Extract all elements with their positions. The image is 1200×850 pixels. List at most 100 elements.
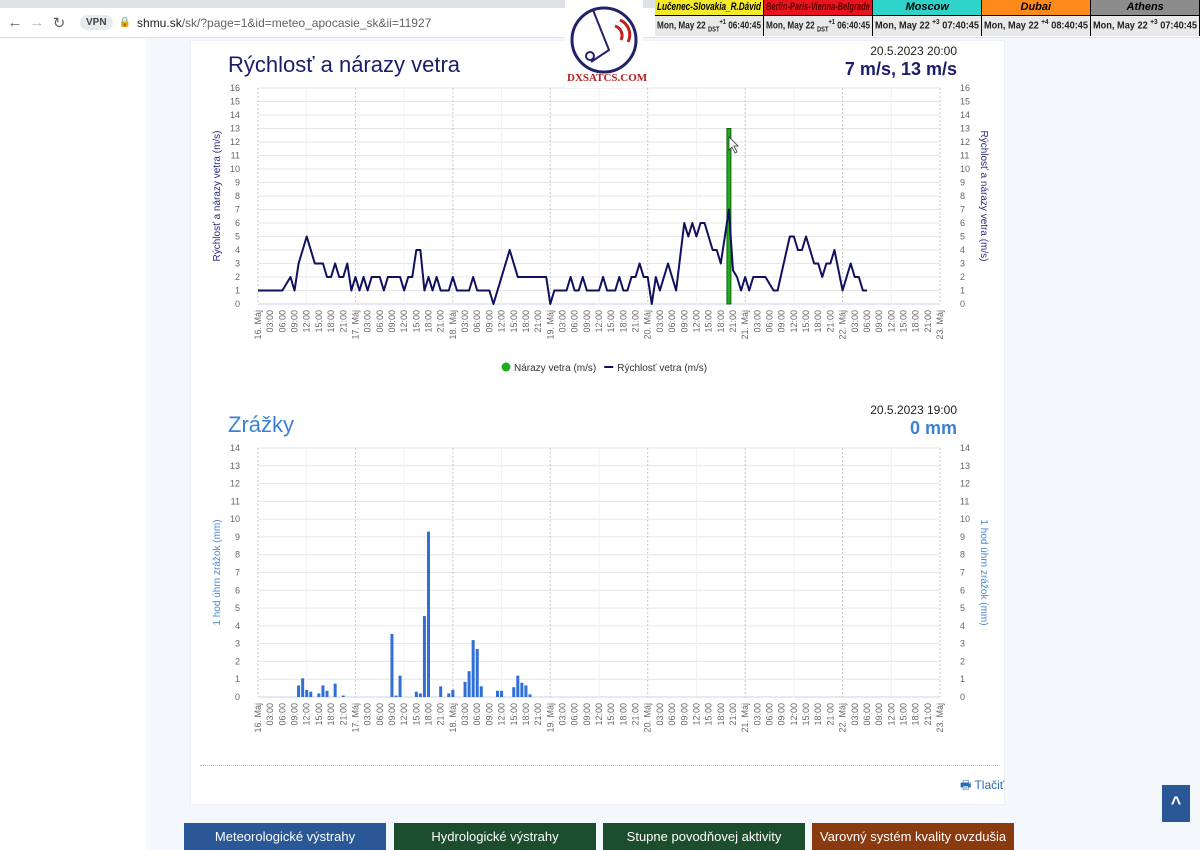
- precip-bar: [414, 691, 418, 697]
- wind-timestamp: 20.5.2023 20:00: [870, 44, 957, 58]
- x-tick-label: 15:00: [898, 703, 908, 726]
- y-tick-label-left: 9: [235, 178, 240, 188]
- logo-emblem-icon: [570, 6, 638, 74]
- y-tick-label-left: 3: [235, 639, 240, 649]
- clock-zone-name: Moscow: [905, 1, 949, 13]
- x-tick-label: 15:00: [704, 310, 714, 333]
- x-tick-label: 21:00: [533, 310, 543, 333]
- x-tick-label: 15:00: [898, 310, 908, 333]
- precip-bar: [496, 690, 500, 697]
- x-tick-label: 17. Máj: [350, 310, 360, 340]
- vpn-badge[interactable]: VPN: [80, 15, 113, 30]
- x-tick-label: 09:00: [582, 703, 592, 726]
- x-tick-label: 06:00: [667, 310, 677, 333]
- y-tick-label-left: 14: [230, 110, 240, 120]
- x-tick-label: 20. Máj: [643, 703, 653, 733]
- precip-bar: [325, 690, 329, 697]
- lock-icon[interactable]: 🔒: [118, 17, 132, 28]
- clock-zone-time: Mon, May 22 DST+1 06:40:45: [764, 16, 872, 36]
- x-tick-label: 15:00: [704, 703, 714, 726]
- x-tick-label: 16. Máj: [253, 310, 263, 340]
- x-tick-label: 18:00: [716, 310, 726, 333]
- x-tick-label: 06:00: [375, 310, 385, 333]
- hydro-warnings-button[interactable]: Hydrologické výstrahy: [394, 823, 596, 850]
- x-tick-label: 09:00: [874, 703, 884, 726]
- x-tick-label: 21:00: [728, 703, 738, 726]
- reload-icon[interactable]: ↻: [52, 14, 66, 32]
- x-tick-label: 16. Máj: [253, 703, 263, 733]
- print-link[interactable]: 🖶 Tlačiť: [960, 776, 1004, 797]
- y-tick-label-left: 0: [235, 692, 240, 702]
- precip-timestamp: 20.5.2023 19:00: [870, 403, 957, 417]
- y-tick-label-left: 15: [230, 97, 240, 107]
- content-card: [190, 40, 1005, 805]
- x-tick-label: 21:00: [631, 310, 641, 333]
- clock-dst: DST: [707, 26, 720, 34]
- logo-text: DXSATCS.COM: [567, 72, 648, 84]
- precip-bar: [305, 689, 309, 697]
- meteo-warnings-button[interactable]: Meteorologické výstrahy: [184, 823, 386, 850]
- y-tick-label-right: 11: [960, 151, 969, 161]
- x-tick-label: 06:00: [472, 703, 482, 726]
- y-tick-label-right: 13: [960, 124, 970, 134]
- x-tick-label: 03:00: [557, 703, 567, 726]
- flood-levels-button[interactable]: Stupne povodňovej aktivity: [603, 823, 805, 850]
- x-tick-label: 12:00: [594, 310, 604, 333]
- clock-offset: +1: [719, 18, 726, 26]
- y-tick-label-left: 4: [235, 621, 240, 631]
- back-icon[interactable]: ←: [7, 14, 23, 31]
- y-tick-label-right: 10: [960, 514, 970, 524]
- clock-zone-line: Mon, May 22 DST+1 06:40:45: [766, 19, 870, 33]
- precip-bar: [422, 616, 426, 697]
- air-quality-button[interactable]: Varovný systém kvality ovzdušia: [812, 823, 1014, 850]
- x-tick-label: 15:00: [509, 310, 519, 333]
- x-tick-label: 03:00: [850, 703, 860, 726]
- x-tick-label: 12:00: [691, 310, 701, 333]
- clock-zone-header: Lučenec-Slovakia_R.Dávid: [655, 0, 763, 15]
- x-tick-label: 18:00: [618, 703, 628, 726]
- x-tick-label: 03:00: [752, 310, 762, 333]
- y-tick-label-left: 6: [235, 585, 240, 595]
- x-tick-label: 09:00: [582, 310, 592, 333]
- y-tick-label-right: 14: [960, 110, 970, 120]
- x-tick-label: 15:00: [509, 703, 519, 726]
- y-tick-label-right: 4: [960, 621, 965, 631]
- clock-zone-time: Mon, May 22 DST+1 06:40:45: [655, 16, 763, 36]
- url-host: shmu.sk: [137, 15, 182, 30]
- y-tick-label-left: 1: [235, 286, 240, 296]
- x-tick-label: 09:00: [679, 703, 689, 726]
- y-tick-label-right: 12: [960, 479, 970, 489]
- precip-bar: [471, 640, 475, 697]
- precip-bar: [394, 695, 398, 697]
- clock-time: 07:40:45: [1160, 20, 1198, 32]
- printer-icon: 🖶: [960, 778, 972, 792]
- x-tick-label: 18:00: [521, 703, 531, 726]
- y-tick-label-right: 0: [960, 692, 965, 702]
- x-tick-label: 06:00: [277, 310, 287, 333]
- forward-icon[interactable]: →: [29, 14, 45, 31]
- y-tick-label-right: 6: [960, 585, 965, 595]
- x-tick-label: 19. Máj: [545, 310, 555, 340]
- y-tick-label-left: 12: [230, 479, 240, 489]
- x-tick-label: 18. Máj: [448, 310, 458, 340]
- x-tick-label: 12:00: [302, 703, 312, 726]
- y-tick-label-right: 10: [960, 164, 970, 174]
- scroll-to-top-button[interactable]: ^: [1162, 785, 1190, 822]
- clock-time: 08:40:45: [1051, 20, 1089, 32]
- y-tick-label-left: 7: [235, 568, 240, 578]
- y-tick-label-left: 1: [235, 674, 240, 684]
- clock-offset: +3: [932, 18, 940, 26]
- x-tick-label: 09:00: [484, 703, 494, 726]
- x-tick-label: 09:00: [777, 310, 787, 333]
- precip-bar: [390, 633, 394, 697]
- url-path: /sk/?page=1&id=meteo_apocasie_sk&ii=1192…: [181, 15, 432, 30]
- address-bar[interactable]: shmu.sk/sk/?page=1&id=meteo_apocasie_sk&…: [137, 16, 431, 30]
- clock-offset: +1: [828, 18, 835, 26]
- y-tick-label-right: 11: [960, 496, 969, 506]
- x-tick-label: 18. Máj: [448, 703, 458, 733]
- x-tick-label: 21:00: [728, 310, 738, 333]
- x-tick-label: 09:00: [290, 703, 300, 726]
- y-tick-label-right: 5: [960, 603, 965, 613]
